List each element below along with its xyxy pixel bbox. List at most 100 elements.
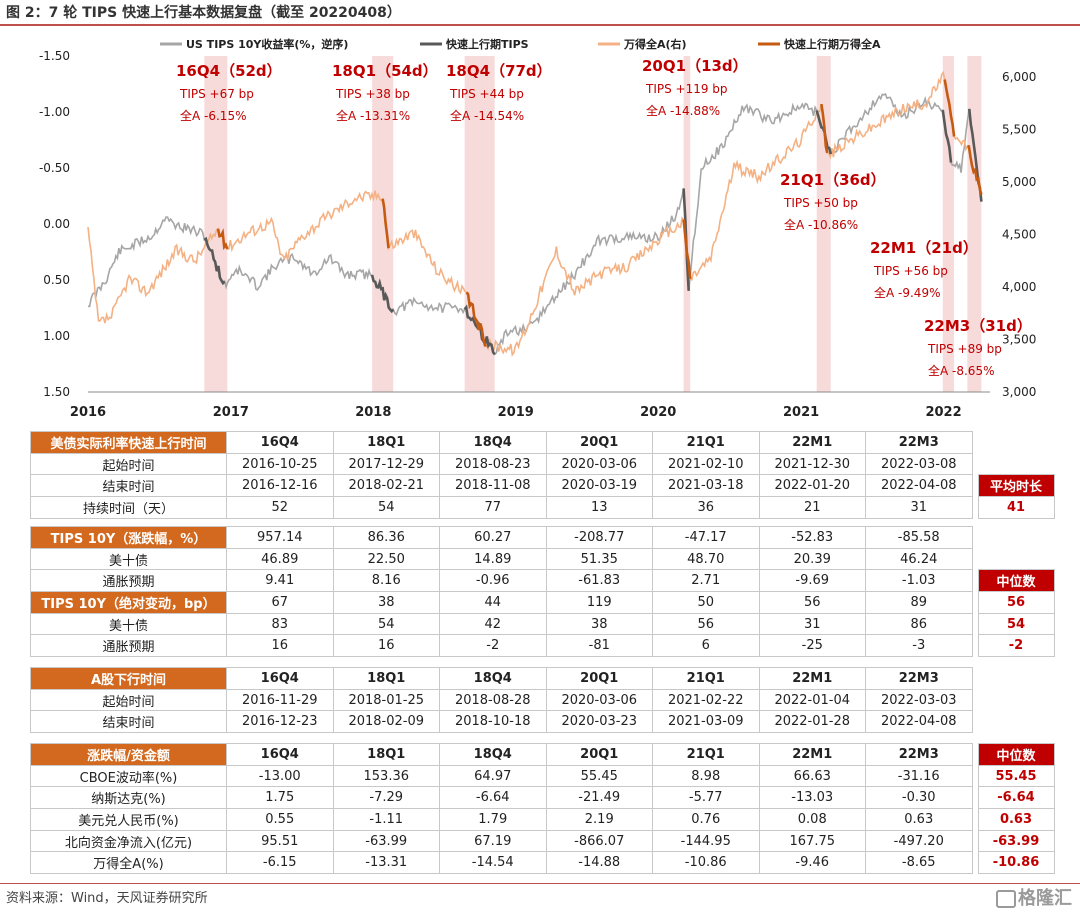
x-tick-label: 2017	[213, 405, 249, 420]
annotation-tips: TIPS +38 bp	[335, 87, 410, 101]
table-row: 结束时间 2016-12-23 2018-02-09 2018-10-18 20…	[30, 710, 973, 734]
y-left-tick-label: 1.50	[43, 385, 70, 399]
cell: -31.16	[865, 764, 973, 788]
table-a-share-down: A股下行时间 16Q4 18Q1 18Q4 20Q1 21Q1 22M1 22M…	[30, 667, 973, 734]
cell: 2016-12-16	[226, 474, 334, 498]
y-left-tick-label: 1.00	[43, 329, 70, 343]
x-tick-label: 2022	[925, 405, 961, 420]
cell: 2018-08-28	[439, 688, 547, 712]
annotation-csi: 全A -6.15%	[180, 108, 246, 123]
cell: 50	[652, 591, 760, 614]
cell: -47.17	[652, 526, 760, 549]
row-label: 持续时间（天）	[30, 496, 227, 519]
annotation-title: 22M3（31d）	[924, 317, 1032, 335]
cell: 44	[439, 591, 547, 614]
cell: -5.77	[652, 786, 760, 810]
annotation-tips: TIPS +44 bp	[449, 87, 524, 101]
cell: 119	[545, 591, 653, 614]
summary-value: 41	[977, 496, 1055, 519]
cell: -6.15	[226, 851, 334, 875]
cell: -0.96	[439, 569, 547, 593]
cell: 2017-12-29	[332, 452, 440, 476]
shaded-period	[683, 56, 691, 392]
shaded-period	[967, 56, 982, 392]
row-label: 起始时间	[30, 452, 227, 476]
col-header: 18Q4	[439, 667, 547, 690]
cell: 2018-10-18	[439, 710, 547, 734]
cell: -144.95	[652, 829, 760, 853]
table-header-label: A股下行时间	[30, 667, 227, 690]
cell: 46.89	[226, 547, 334, 571]
summary-header: 平均时长	[977, 474, 1055, 498]
cell: 67	[226, 591, 334, 614]
cell: 0.63	[865, 808, 973, 831]
col-header: 21Q1	[652, 431, 760, 454]
cell: 38	[332, 591, 440, 614]
cell: 67.19	[439, 829, 547, 853]
cell: 2018-08-23	[439, 452, 547, 476]
annotation-title: 21Q1（36d）	[780, 171, 886, 189]
cell: 64.97	[439, 764, 547, 788]
table-tips-periods: 美债实际利率快速上行时间 16Q4 18Q1 18Q4 20Q1 21Q1 22…	[30, 431, 1055, 519]
series-line-csi-fast	[967, 144, 983, 195]
table-asset-changes: 涨跌幅/资金额 16Q4 18Q1 18Q4 20Q1 21Q1 22M1 22…	[30, 743, 1055, 875]
cell: 2020-03-06	[545, 688, 653, 712]
series-line-tips-fast	[941, 110, 953, 163]
annotation-title: 22M1（21d）	[870, 239, 978, 257]
cell: 16	[332, 634, 440, 658]
cell: -14.88	[545, 851, 653, 875]
y-right-tick-label: 6,000	[1002, 70, 1036, 84]
row-label: 北向资金净流入(亿元)	[30, 829, 227, 853]
cell: 2022-01-20	[758, 474, 866, 498]
y-left-tick-label: 0.00	[43, 217, 70, 231]
col-header: 21Q1	[652, 667, 760, 690]
table-header-label: TIPS 10Y（绝对变动，bp）	[30, 591, 227, 614]
cell: 2021-02-10	[652, 452, 760, 476]
col-header: 16Q4	[226, 667, 334, 690]
series-line-csi-fast	[465, 291, 487, 347]
cell: 2016-10-25	[226, 452, 334, 476]
cell: 16	[226, 634, 334, 658]
cell: 56	[758, 591, 866, 614]
series-line-csi	[87, 70, 983, 357]
cell: -52.83	[758, 526, 866, 549]
cell: 2020-03-23	[545, 710, 653, 734]
annotation-csi: 全A -14.88%	[646, 103, 720, 118]
y-right-tick-label: 3,500	[1002, 333, 1036, 347]
cell: 167.75	[758, 829, 866, 853]
summary-value: -2	[977, 634, 1055, 658]
summary-value: -10.86	[977, 851, 1055, 875]
table-row: 美十债 83 54 42 38 56 31 86 54	[30, 612, 1055, 636]
cell: -3	[865, 634, 973, 658]
annotation-tips: TIPS +67 bp	[179, 87, 254, 101]
cell: -63.99	[332, 829, 440, 853]
cell: 55.45	[545, 764, 653, 788]
cell: 86.36	[332, 526, 440, 549]
annotation-title: 18Q1（54d）	[332, 62, 438, 80]
table-row: 通胀预期 9.41 8.16 -0.96 -61.83 2.71 -9.69 -…	[30, 569, 1055, 593]
summary-value: -63.99	[977, 829, 1055, 853]
series-line-csi-fast	[216, 228, 229, 251]
shaded-period	[372, 56, 394, 392]
annotation-title: 16Q4（52d）	[176, 62, 282, 80]
cell: 66.63	[758, 764, 866, 788]
cell: -61.83	[545, 569, 653, 593]
annotation-csi: 全A -9.49%	[874, 285, 940, 300]
cell: -14.54	[439, 851, 547, 875]
watermark-text: 格隆汇	[1018, 888, 1072, 909]
table-row: 纳斯达克(%) 1.75 -7.29 -6.64 -21.49 -5.77 -1…	[30, 786, 1055, 810]
row-label: CBOE波动率(%)	[30, 764, 227, 788]
row-label: 通胀预期	[30, 569, 227, 593]
col-header: 18Q1	[332, 743, 440, 766]
cell: 2.71	[652, 569, 760, 593]
watermark-logo: 格隆汇	[996, 884, 1072, 910]
x-tick-label: 2018	[355, 405, 391, 420]
legend-label: US TIPS 10Y收益率(%，逆序)	[186, 37, 348, 51]
cell: 2018-11-08	[439, 474, 547, 498]
cell: 2020-03-19	[545, 474, 653, 498]
col-header: 18Q1	[332, 667, 440, 690]
shaded-period	[204, 56, 228, 392]
col-header: 18Q1	[332, 431, 440, 454]
cell: 13	[545, 496, 653, 519]
annotation-title: 20Q1（13d）	[642, 57, 748, 75]
